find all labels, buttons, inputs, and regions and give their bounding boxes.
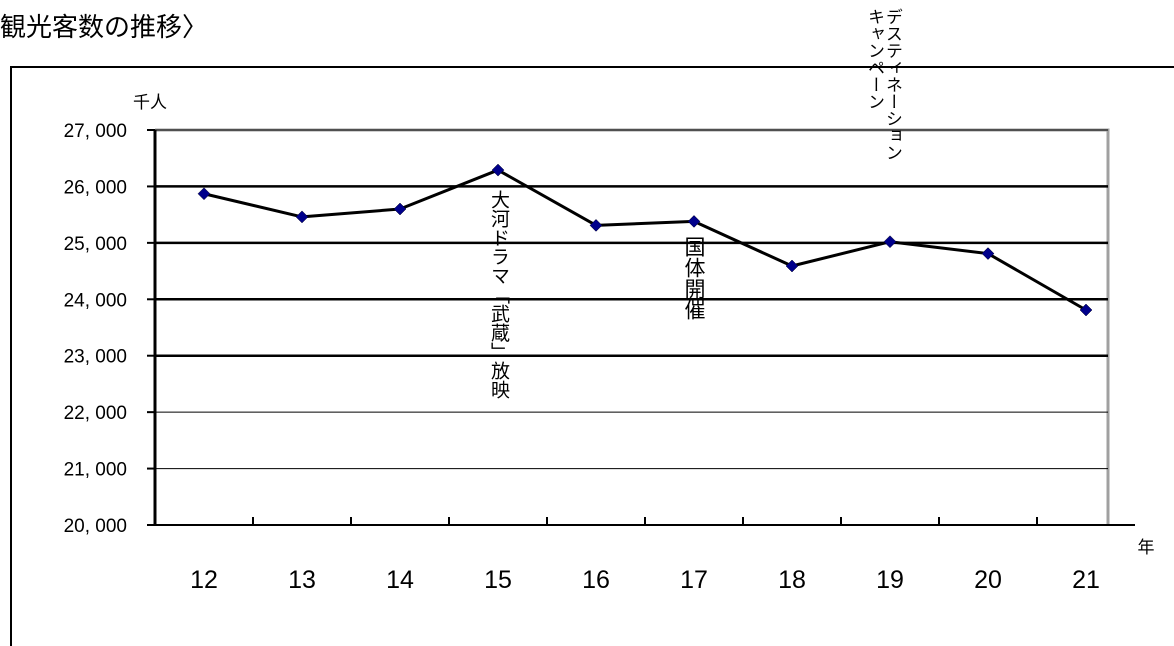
line-chart: 20, 000 21, 000 22, 000 23, 000 24, 000 25, 0…: [64, 93, 1155, 594]
data-point: [981, 247, 995, 260]
y-tick-label: 21, 000: [64, 460, 127, 481]
chart-annotation: デスティネーション キャンペーン: [864, 8, 902, 161]
data-point: [883, 235, 897, 249]
y-tick-label: 22, 000: [64, 403, 127, 424]
chart-annotation: 国体開催: [682, 236, 707, 320]
data-point: [197, 187, 211, 201]
y-unit-label: 千人: [133, 93, 167, 113]
data-point: [295, 210, 309, 224]
data-point: [393, 202, 407, 216]
series-layer: [197, 163, 1093, 317]
y-tick-label: 24, 000: [64, 290, 127, 311]
data-point: [1079, 303, 1093, 317]
data-point: [687, 215, 701, 228]
y-tick-label: 27, 000: [64, 121, 127, 142]
plot-border: [155, 128, 1110, 525]
page-title: 観光客数の推移〉: [0, 13, 209, 43]
data-point: [589, 219, 603, 232]
labels: 20, 000 21, 000 22, 000 23, 000 24, 000 25, 0…: [64, 93, 1155, 594]
x-tick-label: 19: [876, 566, 904, 594]
data-point: [785, 259, 799, 273]
x-tick-label: 12: [190, 566, 218, 594]
y-tick-label: 23, 000: [64, 347, 127, 368]
plot-area: [155, 128, 1110, 525]
x-tick-label: 15: [484, 566, 512, 594]
x-tick-label: 17: [680, 566, 708, 594]
axes: [147, 129, 1135, 526]
chart-frame: [10, 66, 1174, 646]
chart-annotation: 大河ドラマ「武蔵」放映: [487, 190, 510, 399]
series-line: [203, 168, 1087, 312]
y-tick-label: 25, 000: [64, 234, 127, 255]
x-unit-label: 年: [1138, 538, 1155, 558]
x-tick-label: 20: [974, 566, 1002, 594]
x-tick-label: 14: [386, 566, 414, 594]
data-point: [491, 163, 505, 177]
grid-lines: [155, 129, 1108, 470]
x-tick-label: 18: [778, 566, 806, 594]
x-tick-label: 13: [288, 566, 316, 594]
y-tick-label: 26, 000: [64, 177, 127, 198]
x-tick-label: 21: [1072, 566, 1100, 594]
x-tick-label: 16: [582, 566, 610, 594]
y-tick-label: 20, 000: [64, 516, 127, 537]
